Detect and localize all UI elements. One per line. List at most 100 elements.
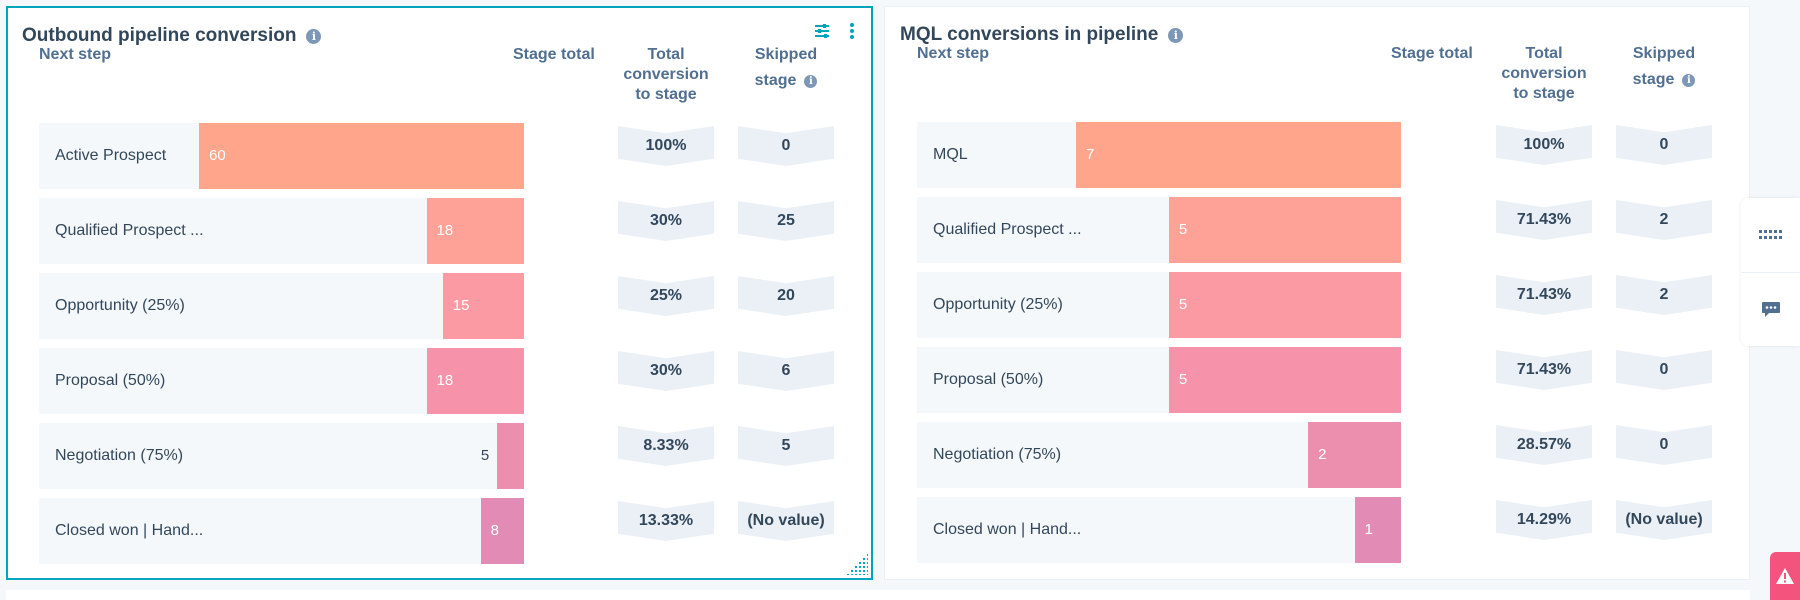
total-conversion-value: 30% (649, 212, 683, 229)
info-icon[interactable]: i (306, 28, 322, 44)
header-stage-total: Stage total (1391, 45, 1473, 62)
next-widget-edge (6, 590, 1750, 600)
stage-label: Opportunity (25%) (55, 297, 185, 314)
total-conversion-value: 25% (649, 287, 683, 304)
header-skipped-line: Skipped (1632, 45, 1696, 62)
bar-value-label: 18 (436, 222, 454, 239)
header-total-conversion-line: to stage (635, 86, 697, 103)
header-total-conversion-line: conversion (1501, 65, 1587, 82)
info-icon[interactable]: i (804, 74, 818, 88)
funnel-bar[interactable] (426, 348, 524, 414)
total-conversion-value: 14.29% (1516, 511, 1572, 528)
stage-label: Proposal (50%) (933, 371, 1044, 388)
keyboard-shortcuts-button[interactable] (1741, 198, 1800, 272)
total-conversion-value: 71.43% (1516, 211, 1572, 228)
widget-mql-conversions[interactable]: MQL conversions in pipeline i Next step … (884, 6, 1750, 580)
stage-label: Active Prospect (55, 147, 167, 164)
bar-value-label: 8 (490, 522, 499, 539)
widget-title: Outbound pipeline conversion i (22, 25, 322, 47)
total-conversion-value: 28.57% (1516, 436, 1572, 453)
warning-icon (1776, 568, 1794, 584)
funnel-bar[interactable] (199, 123, 524, 189)
skipped-stage-value: (No value) (1625, 511, 1703, 528)
total-conversion-value: 71.43% (1516, 361, 1572, 378)
total-conversion-value: 71.43% (1516, 286, 1572, 303)
resize-handle[interactable] (846, 553, 868, 575)
bar-value-label: 5 (1178, 221, 1188, 238)
header-total-conversion-line: Total (1525, 45, 1563, 62)
bar-value-label: 60 (209, 147, 226, 164)
row-background (39, 498, 524, 564)
total-conversion-value: 13.33% (638, 512, 694, 529)
widget-title-text: MQL conversions in pipeline (900, 24, 1159, 45)
header-next-step: Next step (39, 46, 112, 63)
header-skipped-stage: Skipped stage i (738, 45, 834, 91)
bar-value-label: 1 (1364, 521, 1373, 538)
widget-toolbar (813, 22, 861, 40)
bar-value-label: 7 (1086, 146, 1095, 163)
stage-label: Qualified Prospect ... (933, 221, 1082, 238)
header-skipped-line: stage (754, 72, 797, 89)
funnel-bar[interactable] (426, 198, 524, 264)
funnel-bar[interactable] (480, 498, 524, 564)
skipped-stage-value: 25 (777, 212, 795, 229)
keyboard-icon (1758, 230, 1782, 239)
funnel-bar[interactable] (1168, 197, 1401, 263)
skipped-stage-value: 0 (1659, 136, 1669, 153)
header-total-conversion-line: Total (647, 46, 685, 63)
alert-button[interactable] (1770, 552, 1800, 600)
skipped-stage-value: (No value) (747, 512, 825, 529)
stage-label: Qualified Prospect ... (55, 222, 204, 239)
total-conversion-value: 100% (645, 137, 687, 154)
bar-value-label: 5 (480, 447, 490, 464)
skipped-stage-value: 5 (781, 437, 791, 454)
row-background (917, 497, 1401, 563)
funnel-bar[interactable] (1168, 347, 1401, 413)
header-total-conversion: Total conversion to stage (1496, 44, 1592, 104)
total-conversion-value: 30% (649, 362, 683, 379)
header-skipped-line: stage (1632, 71, 1675, 88)
info-icon[interactable]: i (1682, 73, 1696, 87)
header-stage-total: Stage total (513, 46, 595, 63)
header-skipped-line: Skipped (754, 46, 818, 63)
header-skipped-line-2: stage i (738, 71, 834, 91)
bar-value-label: 5 (1178, 296, 1188, 313)
stage-label: Closed won | Hand... (933, 521, 1082, 538)
chat-button[interactable] (1741, 273, 1800, 347)
funnel-bar[interactable] (1354, 497, 1401, 563)
stage-label: Proposal (50%) (55, 372, 166, 389)
row-background (39, 423, 524, 489)
skipped-stage-value: 0 (1659, 436, 1669, 453)
widget-title: MQL conversions in pipeline i (900, 24, 1184, 46)
stage-label: MQL (933, 146, 968, 163)
widget-title-text: Outbound pipeline conversion (22, 25, 297, 46)
skipped-stage-value: 0 (1659, 361, 1669, 378)
header-total-conversion-line: conversion (623, 66, 709, 83)
filter-sliders-icon[interactable] (813, 22, 831, 40)
header-next-step: Next step (917, 45, 990, 62)
funnel-bar[interactable] (496, 423, 524, 489)
funnel-bar[interactable] (1076, 122, 1401, 188)
side-rail (1741, 198, 1800, 346)
header-skipped-line-2: stage i (1616, 70, 1712, 90)
header-total-conversion-line: to stage (1513, 85, 1575, 102)
total-conversion-value: 100% (1523, 136, 1565, 153)
more-vertical-icon[interactable] (843, 22, 861, 40)
bar-value-label: 15 (452, 297, 470, 314)
skipped-stage-value: 0 (781, 137, 791, 154)
funnel-bar[interactable] (1308, 422, 1401, 488)
header-skipped-stage: Skipped stage i (1616, 44, 1712, 90)
skipped-stage-value: 2 (1659, 211, 1669, 228)
chat-icon (1761, 302, 1780, 317)
info-icon[interactable]: i (1168, 27, 1184, 43)
stage-label: Opportunity (25%) (933, 296, 1063, 313)
funnel-bar[interactable] (442, 273, 524, 339)
skipped-stage-value: 20 (777, 287, 795, 304)
bar-value-label: 18 (436, 372, 454, 389)
widget-outbound-pipeline[interactable]: Outbound pipeline conversion i Next step… (6, 6, 873, 580)
stage-label: Negotiation (75%) (933, 446, 1062, 463)
stage-label: Negotiation (75%) (55, 447, 184, 464)
stage-label: Closed won | Hand... (55, 522, 204, 539)
bar-value-label: 2 (1318, 446, 1327, 463)
funnel-bar[interactable] (1168, 272, 1401, 338)
